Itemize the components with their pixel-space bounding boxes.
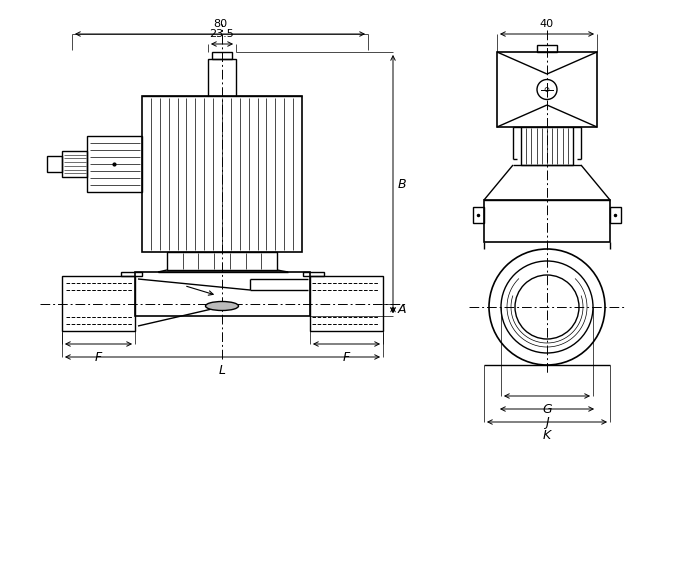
Text: 23.5: 23.5 — [210, 29, 234, 39]
Text: A: A — [398, 303, 406, 316]
Text: 80: 80 — [213, 19, 227, 29]
Bar — [135, 272, 310, 316]
Bar — [303, 272, 324, 276]
Bar — [208, 59, 236, 96]
Bar — [521, 127, 573, 165]
Text: G: G — [543, 403, 552, 416]
Bar — [537, 45, 557, 52]
Bar — [47, 156, 62, 172]
Bar — [484, 200, 610, 242]
Text: L: L — [219, 364, 226, 377]
Bar — [62, 151, 87, 177]
Text: F: F — [95, 351, 102, 364]
Bar — [310, 276, 383, 331]
Bar — [62, 276, 135, 331]
Bar — [212, 52, 232, 59]
Text: B: B — [398, 178, 407, 191]
Text: J: J — [545, 416, 549, 429]
Text: K: K — [543, 429, 551, 442]
Text: 40: 40 — [540, 19, 554, 29]
Bar — [497, 52, 597, 127]
Bar — [87, 136, 142, 192]
Text: F: F — [343, 351, 350, 364]
Bar — [473, 207, 484, 223]
Bar — [121, 272, 142, 276]
Bar — [167, 252, 277, 270]
Bar — [610, 207, 621, 223]
Bar — [142, 96, 302, 252]
Ellipse shape — [206, 302, 238, 311]
